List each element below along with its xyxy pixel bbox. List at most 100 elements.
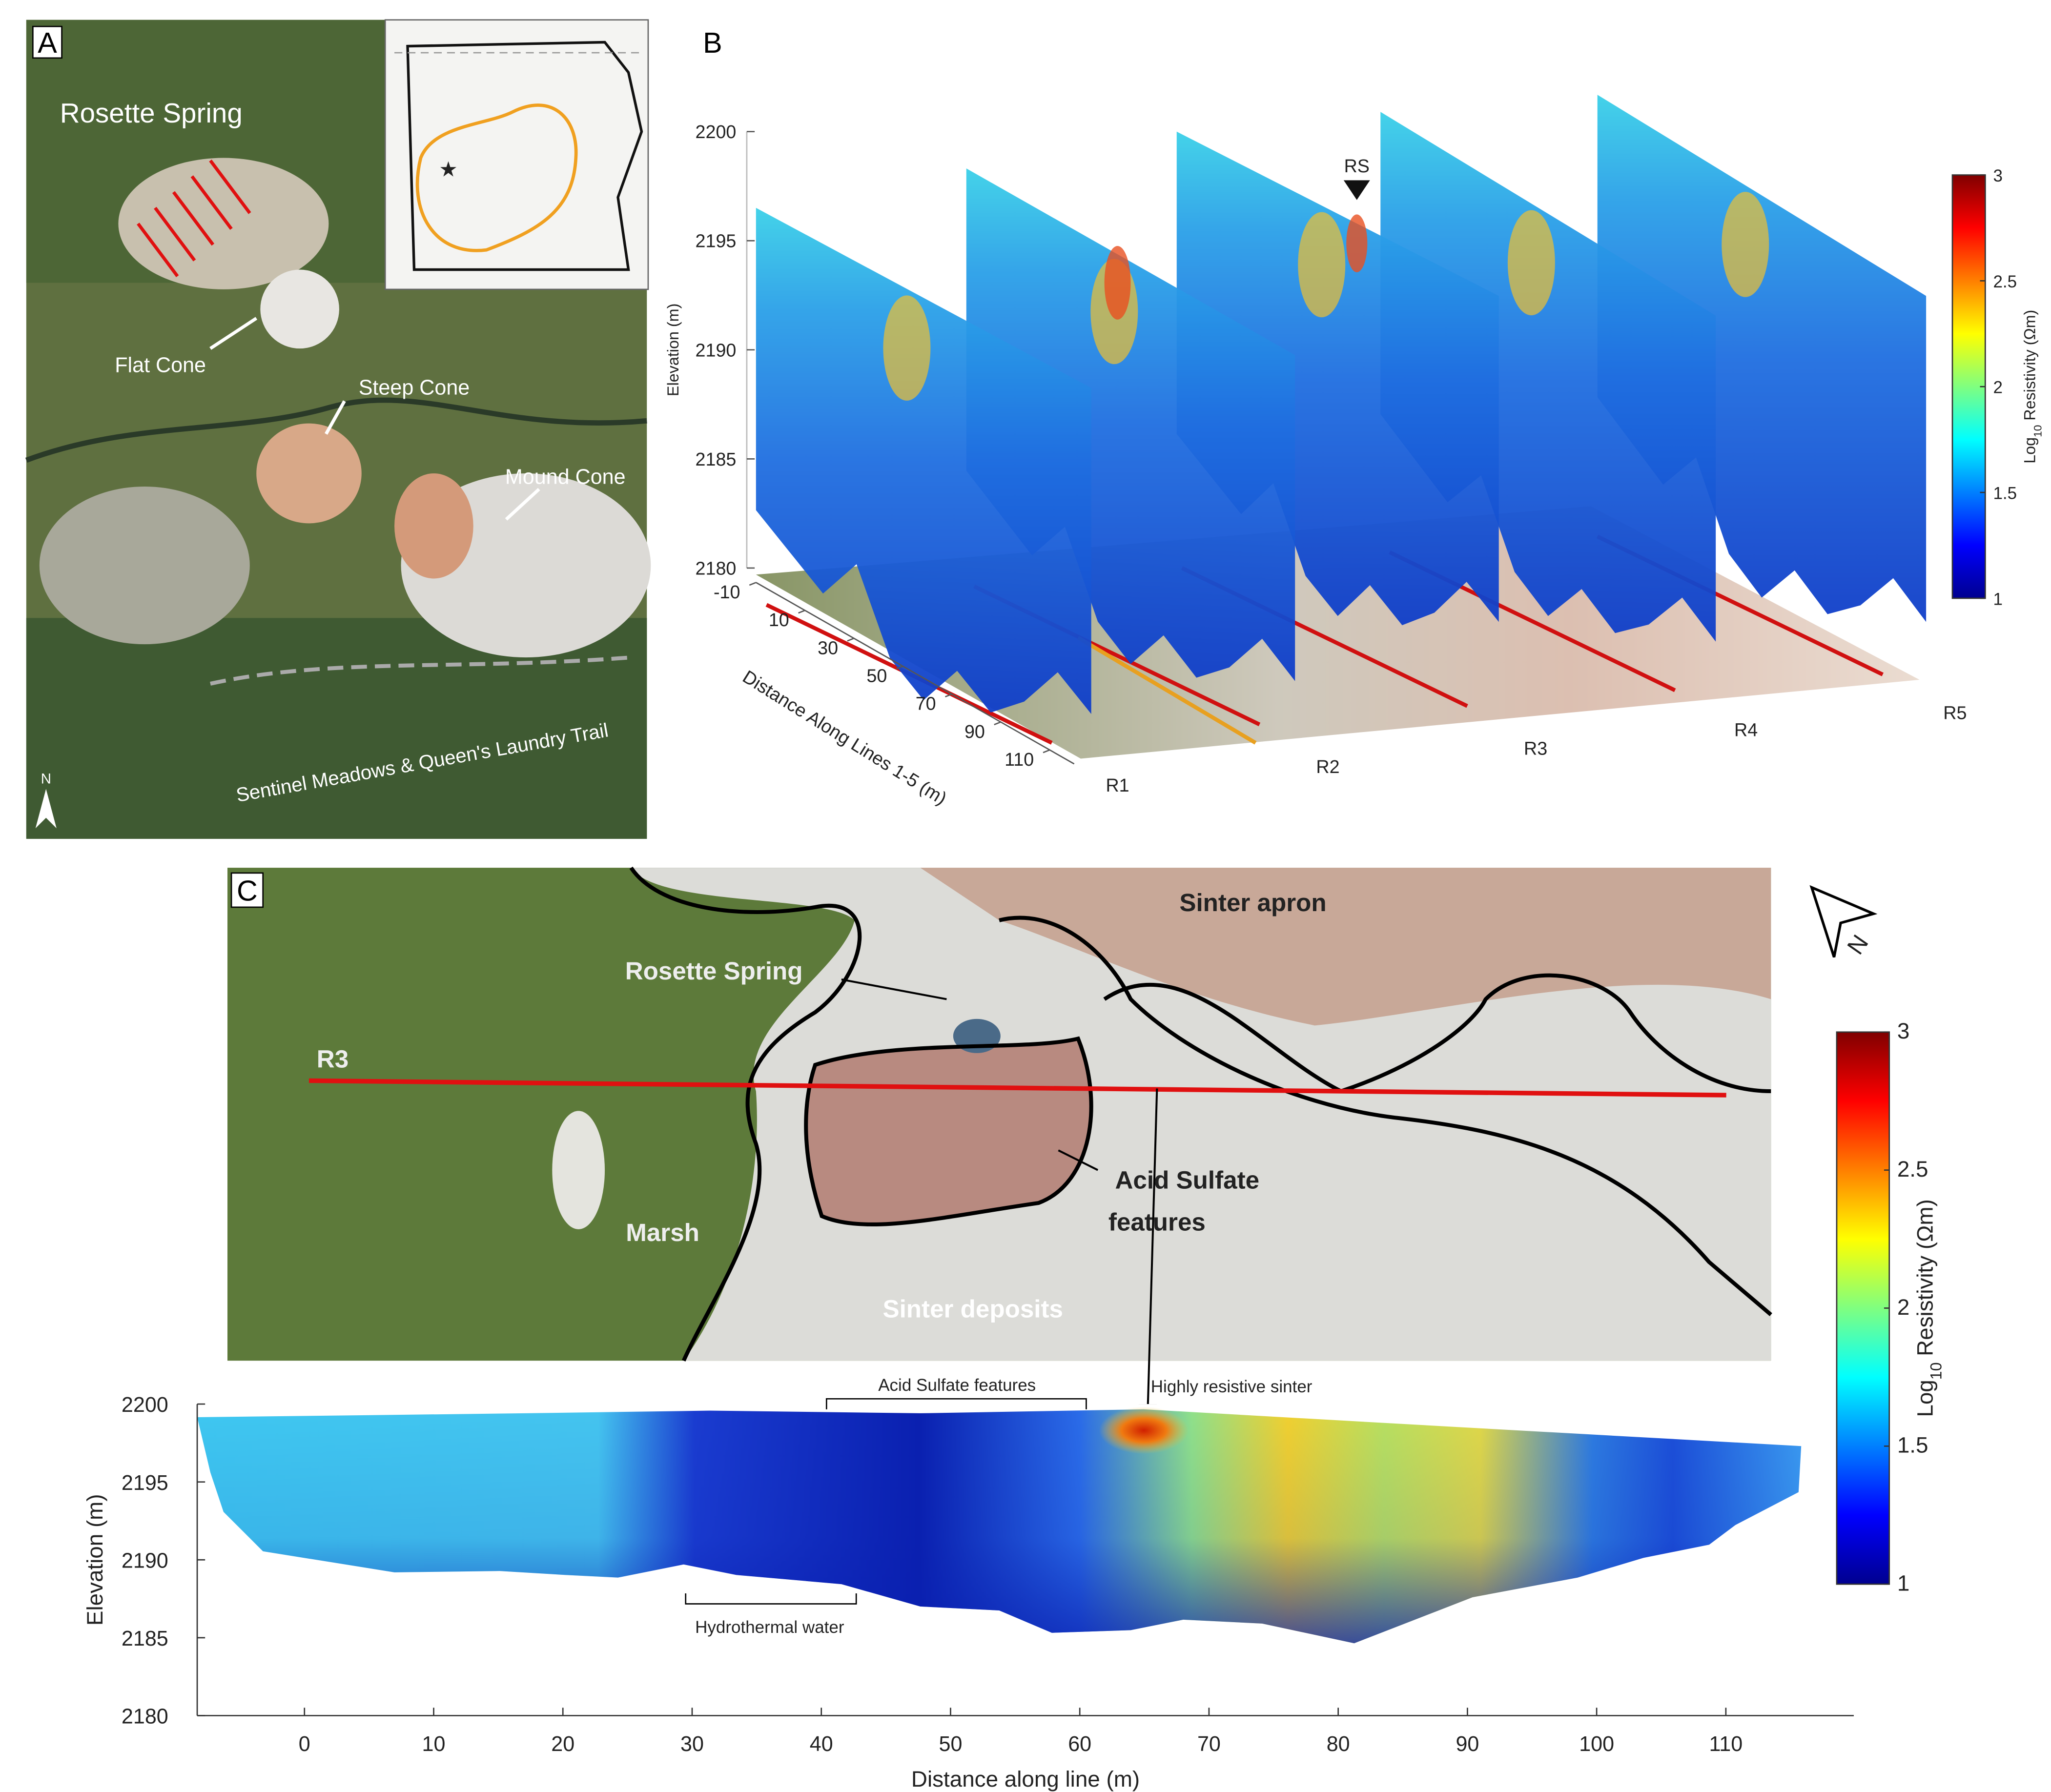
resistive-core bbox=[1104, 246, 1131, 320]
bracket bbox=[685, 1593, 857, 1605]
panel-label: C bbox=[237, 874, 258, 907]
annotation: Acid Sulfate features bbox=[878, 1376, 1036, 1395]
sinter-arrow bbox=[1147, 1088, 1158, 1409]
colorbar-label: Log10 Resistivity (Ωm) bbox=[1913, 1199, 1945, 1417]
y-tick-label: 2185 bbox=[122, 1627, 168, 1650]
x-tick bbox=[994, 721, 1001, 726]
x-tick-label: -10 bbox=[714, 582, 740, 602]
x-axis bbox=[756, 582, 1075, 765]
annotation: Hydrothermal water bbox=[695, 1618, 844, 1637]
colorbar-label-part: 10 bbox=[1928, 1363, 1945, 1380]
line-label: R3 bbox=[317, 1045, 349, 1073]
resistive-zone bbox=[1298, 212, 1346, 318]
y-tick-label: 2190 bbox=[696, 340, 737, 360]
annotation: Highly resistive sinter bbox=[1151, 1377, 1313, 1396]
bracket bbox=[825, 1398, 1087, 1409]
sinter-patch bbox=[552, 1111, 605, 1229]
sinter-area bbox=[39, 486, 250, 645]
line-label: R4 bbox=[1734, 720, 1758, 740]
colorbar-label-part: 10 bbox=[2031, 425, 2044, 437]
x-tick-label: 90 bbox=[964, 721, 985, 742]
y-tick-label: 2195 bbox=[696, 231, 737, 251]
colorbar-tick-label: 1 bbox=[1993, 590, 2002, 609]
rs-label: RS bbox=[1344, 156, 1370, 176]
x-tick-label: 80 bbox=[1327, 1732, 1350, 1756]
river bbox=[25, 397, 647, 463]
annotation: Mound Cone bbox=[505, 466, 626, 489]
resistive-sinter-zone bbox=[1099, 1406, 1189, 1454]
panel-c-section: 0 10 20 30 40 50 60 70 80 90 100 110218021852190219… bbox=[82, 1018, 1945, 1792]
x-axis-label: Distance along line (m) bbox=[911, 1767, 1140, 1792]
x-tick-label: 10 bbox=[769, 610, 789, 630]
rs-marker bbox=[1343, 180, 1370, 200]
line-label: R2 bbox=[1316, 756, 1339, 777]
panel-a: ★ A Rosette Spring Flat Cone Steep Cone … bbox=[25, 19, 651, 839]
y-tick-label: 2195 bbox=[122, 1471, 168, 1495]
x-tick bbox=[944, 693, 952, 697]
orange-sinter bbox=[394, 473, 473, 579]
sinter-apron bbox=[920, 868, 1771, 1026]
line-label: R5 bbox=[1943, 703, 1967, 723]
panel-label-box bbox=[32, 25, 62, 59]
park-boundary bbox=[406, 41, 643, 271]
annotation: Steep Cone bbox=[359, 376, 470, 399]
colorbar-label-part: Resistivity (Ωm) bbox=[2021, 310, 2039, 425]
x-tick-label: 10 bbox=[422, 1732, 446, 1756]
sinter-area bbox=[118, 158, 329, 289]
annotation: Rosette Spring bbox=[625, 957, 803, 985]
resistivity-curtain bbox=[756, 207, 1091, 714]
annotation: Marsh bbox=[626, 1219, 699, 1246]
x-tick-label: 50 bbox=[866, 665, 887, 686]
colorbar-tick-label: 2.5 bbox=[1993, 272, 2017, 291]
x-tick-label: 70 bbox=[1197, 1732, 1221, 1756]
x-tick bbox=[896, 665, 903, 670]
survey-lines bbox=[137, 159, 251, 277]
x-tick bbox=[749, 582, 757, 586]
x-tick-label: 30 bbox=[818, 637, 838, 658]
y-axis-label: Elevation (m) bbox=[82, 1494, 107, 1626]
annotation: Sinter deposits bbox=[882, 1295, 1063, 1323]
y-tick-label: 2185 bbox=[696, 449, 737, 469]
x-tick-label: 70 bbox=[916, 693, 936, 714]
resistive-core bbox=[1346, 214, 1368, 272]
north-label: N bbox=[41, 771, 51, 787]
steep-cone bbox=[256, 423, 362, 524]
colorbar-label-part: Log bbox=[2021, 437, 2039, 464]
annotation: Sinter apron bbox=[1179, 889, 1326, 916]
colorbar-tick-label: 1.5 bbox=[1993, 484, 2017, 503]
x-tick-label: 20 bbox=[551, 1732, 574, 1756]
x-tick-label: 110 bbox=[1005, 749, 1034, 770]
inset-map bbox=[384, 19, 649, 290]
trail bbox=[210, 655, 632, 686]
resistivity-curtain bbox=[1380, 112, 1716, 642]
colorbar-label: Log10 Resistivity (Ωm) bbox=[2021, 310, 2044, 464]
resistive-zone bbox=[883, 295, 931, 401]
survey-line-r3 bbox=[308, 1078, 1726, 1098]
resistivity-curtain bbox=[966, 168, 1295, 681]
line-label: R1 bbox=[1106, 775, 1129, 795]
resistive-zone bbox=[1722, 192, 1769, 297]
x-tick-label: 90 bbox=[1456, 1732, 1479, 1756]
x-tick bbox=[847, 637, 854, 642]
annotation-arrow bbox=[841, 978, 947, 1000]
unit-boundaries bbox=[629, 866, 1772, 1362]
annotation: Rosette Spring bbox=[60, 98, 243, 128]
panel-label-box bbox=[230, 872, 264, 908]
x-tick-label: 100 bbox=[1579, 1732, 1614, 1756]
annotation: Acid Sulfate bbox=[1115, 1166, 1259, 1194]
resistivity-curtain bbox=[1597, 95, 1927, 622]
colorbar-tick-label: 2 bbox=[1897, 1295, 1909, 1320]
colorbar-tick-label: 2 bbox=[1993, 378, 2002, 397]
panel-label: B bbox=[703, 26, 722, 59]
resistivity-curtain bbox=[1176, 131, 1499, 626]
colorbar-tick-label: 3 bbox=[1993, 166, 2002, 185]
line-label: R3 bbox=[1524, 738, 1547, 758]
resistive-zone bbox=[1507, 210, 1555, 316]
colorbar bbox=[1836, 1031, 1890, 1585]
colorbar-label-part: Resistivity (Ωm) bbox=[1913, 1199, 1938, 1362]
resistivity-depth-shade bbox=[197, 1409, 1802, 1644]
survey-line-alt bbox=[1077, 636, 1257, 745]
panel-c-map: C Sinter apron Rosette Spring Marsh Sint… bbox=[227, 866, 1878, 1423]
